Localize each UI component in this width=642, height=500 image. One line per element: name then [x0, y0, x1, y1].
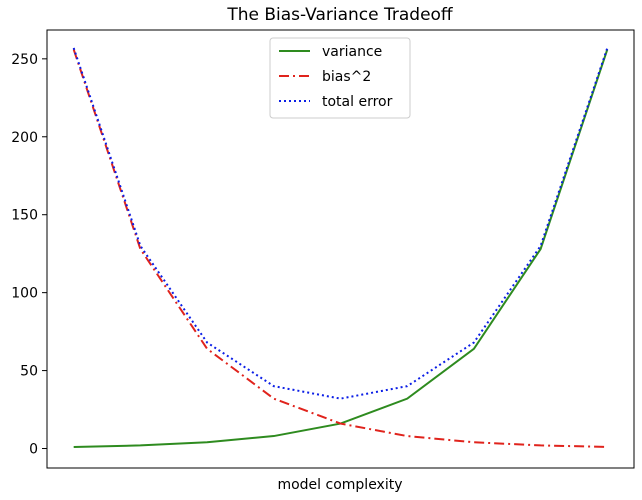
- y-axis: 0 50 100 150 200 250: [11, 52, 47, 458]
- plot-frame: [46, 29, 635, 469]
- legend-box: [269, 37, 411, 119]
- y-tick-label: 0: [29, 442, 38, 458]
- chart-title: The Bias-Variance Tradeoff: [226, 5, 454, 25]
- legend: variance bias^2 total error: [269, 37, 411, 119]
- legend-label-total-error: total error: [322, 94, 393, 110]
- y-tick-label: 200: [11, 130, 38, 146]
- y-tick-label: 250: [11, 52, 38, 68]
- x-axis-label: model complexity: [277, 477, 402, 493]
- legend-entries: variance bias^2 total error: [279, 44, 393, 110]
- y-tick-label: 50: [20, 364, 38, 380]
- y-tick-label: 150: [11, 208, 38, 224]
- legend-label-variance: variance: [322, 44, 382, 60]
- y-tick-label: 100: [11, 286, 38, 302]
- series-line-bias-2: [72, 49, 608, 448]
- legend-label-bias-2: bias^2: [322, 69, 371, 85]
- plot-lines: [72, 47, 609, 448]
